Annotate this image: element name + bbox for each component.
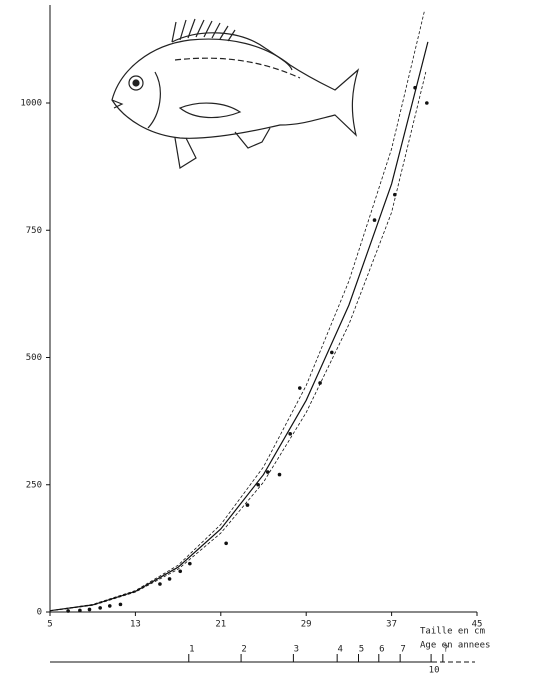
x-axis-label: Taille en cm [420,627,485,637]
age-tick-label: ? [443,645,448,655]
y-tick-label: 250 [26,480,42,490]
x-tick-label: 45 [472,620,483,630]
age-tick-label: 2 [241,645,246,655]
y-tick-label: 500 [26,353,42,363]
data-point [288,432,292,436]
age-tick-label: 4 [337,645,342,655]
x-tick-label: 29 [301,620,312,630]
data-point [256,482,260,487]
fish-illustration [111,18,360,169]
age-tick-label: 7 [400,645,405,655]
x-tick-label: 21 [215,620,226,630]
fit-curve [49,41,429,612]
confidence-curve [49,9,426,612]
data-point [178,569,183,574]
age-tick-label: 5 [359,645,364,655]
y-tick-label: 1000 [20,99,42,109]
data-point [224,541,228,546]
data-point [318,381,322,385]
data-point [330,350,334,355]
data-point [372,218,377,222]
age-tick-label: 3 [294,645,299,655]
data-point [277,472,282,477]
data-point [78,608,82,613]
data-point [297,386,302,390]
data-point [245,503,250,507]
data-point [107,604,112,608]
age-tick-label: 1 [189,645,194,655]
data-point [66,609,70,613]
data-point [425,101,429,105]
x-tick-label: 37 [386,620,397,630]
x2-axis-label: Age en annees [420,641,490,651]
x-tick-label: 13 [130,620,141,630]
data-point [98,606,102,610]
data-point [167,577,172,581]
x-tick-label: 5 [47,620,52,630]
age-tick-label: 10 [429,666,440,673]
age-tick-label: 6 [379,645,384,655]
y-tick-label: 750 [26,226,42,236]
data-point [265,470,270,474]
confidence-curve [49,71,427,612]
y-tick-label: 0 [37,608,42,618]
data-point [188,561,192,566]
data-point [87,607,92,612]
data-point [118,602,123,607]
data-point [158,582,162,586]
